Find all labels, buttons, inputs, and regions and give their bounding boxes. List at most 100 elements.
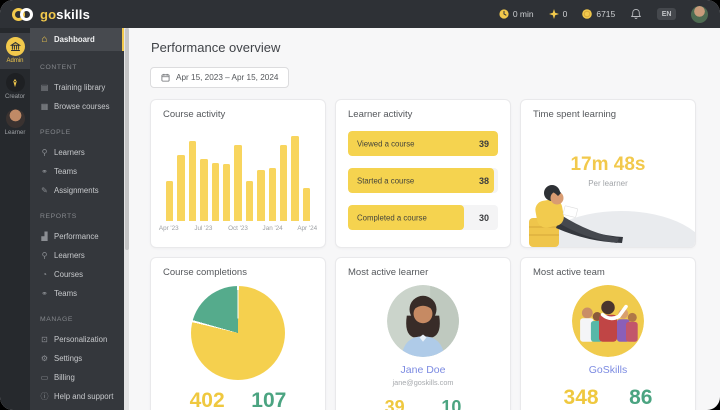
coins-stat[interactable]: 6715 xyxy=(582,9,615,19)
activity-bar xyxy=(257,170,265,221)
time-spent-caption: Per learner xyxy=(588,179,628,188)
role-rail: Admin Creator Learner xyxy=(0,28,30,410)
activity-bar xyxy=(234,144,242,221)
nav-section-header: CONTENT xyxy=(40,64,78,71)
logo-ring-white xyxy=(20,7,33,21)
x-tick-label: Oct '23 xyxy=(228,225,248,232)
course-activity-card: Course activity Apr '23 Jul '23 Oct '23 Jan… xyxy=(150,99,326,248)
activity-bar-fill xyxy=(348,168,495,193)
points-stat[interactable]: 0 xyxy=(548,9,568,19)
learner-name-link[interactable]: Jane Doe xyxy=(400,364,446,376)
date-range-label: Apr 15, 2023 – Apr 15, 2024 xyxy=(176,73,279,82)
sidebar-item-label: Settings xyxy=(54,354,83,363)
role-admin[interactable]: Admin xyxy=(0,33,30,69)
role-label: Admin xyxy=(6,58,24,64)
card-title: Most active learner xyxy=(348,267,429,278)
nav-section-header: REPORTS xyxy=(40,213,77,220)
language-selector[interactable]: EN xyxy=(657,8,676,20)
billing-icon: ▭ xyxy=(40,372,49,382)
team-yellow-value: 348 xyxy=(563,386,599,409)
course-activity-xaxis: Apr '23 Jul '23 Oct '23 Jan '24 Apr '24 xyxy=(159,225,317,235)
role-learner[interactable]: Learner xyxy=(0,105,30,141)
activity-bar xyxy=(268,167,276,221)
topbar-right: 0 min 0 6715 EN xyxy=(499,5,708,23)
completions-green-value: 107 xyxy=(251,389,287,410)
learner-email: jane@goskills.com xyxy=(392,378,454,387)
sidebar-scrollbar-thumb[interactable] xyxy=(124,28,129,250)
sidebar-item-teams[interactable]: ⚭ Teams xyxy=(30,284,124,303)
learner-activity-rows: Viewed a course 39 Started a course 38 Compl… xyxy=(348,131,498,230)
sidebar-item-dashboard[interactable]: ⌂ Dashboard xyxy=(30,28,124,51)
sidebar-item-assignments[interactable]: ✎ Assignments xyxy=(30,181,124,200)
team-name-link[interactable]: GoSkills xyxy=(588,364,628,376)
activity-bar xyxy=(200,159,208,221)
activity-bar xyxy=(211,163,219,221)
time-spent-value: 17m 48s xyxy=(570,154,646,175)
sidebar-item-label: Training library xyxy=(54,83,106,92)
sidebar-item-learners[interactable]: ⚲ Learners xyxy=(30,143,124,162)
topbar: goskills 0 min 0 6715 EN xyxy=(0,0,720,28)
bell-icon[interactable] xyxy=(630,8,642,20)
nav-section-header: MANAGE xyxy=(40,316,74,323)
most-active-learner-card: Most active learner xyxy=(335,257,511,410)
learner-green-value: 10 xyxy=(441,397,462,410)
coin-icon xyxy=(582,9,593,19)
x-tick-label: Apr '23 xyxy=(158,225,179,232)
sidebar-item-learners[interactable]: ⚲ Learners xyxy=(30,246,124,265)
sidebar-item-label: Courses xyxy=(54,270,84,279)
sidebar-item-help-and-support[interactable]: ⓘ Help and support xyxy=(30,387,124,406)
activity-bar xyxy=(222,163,231,221)
sidebar-item-label: Assignments xyxy=(54,186,99,195)
goskills-logo-icon xyxy=(12,7,33,21)
learner-yellow-value: 39 xyxy=(384,397,405,410)
role-creator[interactable]: Creator xyxy=(0,69,30,105)
building-icon xyxy=(5,37,25,56)
logo-text: goskills xyxy=(40,6,91,22)
sidebar-item-courses[interactable]: ◔ Courses xyxy=(30,265,124,284)
date-range-picker[interactable]: Apr 15, 2023 – Apr 15, 2024 xyxy=(150,67,290,88)
page-title: Performance overview xyxy=(151,40,281,55)
sidebar-item-label: Billing xyxy=(54,373,75,382)
team-illustration-avatar xyxy=(572,285,644,357)
sidebar-item-teams[interactable]: ⚭ Teams xyxy=(30,162,124,181)
activity-bar xyxy=(177,154,185,221)
sidebar-item-label: Personalization xyxy=(54,335,108,344)
chart-icon: ▟ xyxy=(41,231,48,241)
sidebar-item-browse-courses[interactable]: ▦ Browse courses xyxy=(30,97,124,116)
activity-bar-fill xyxy=(348,131,498,156)
activity-label: Viewed a course xyxy=(357,139,415,148)
star-icon xyxy=(548,9,559,19)
sidebar-item-billing[interactable]: ▭ Billing xyxy=(30,368,124,387)
sidebar-item-training-library[interactable]: ▤ Training library xyxy=(30,78,124,97)
course-activity-bars xyxy=(163,129,313,221)
time-spent-card: Time spent learning 17m 48s Per learner xyxy=(520,99,696,248)
gear-icon: ⚙ xyxy=(40,353,49,363)
team-icon: ⚭ xyxy=(41,166,48,176)
team-green-value: 86 xyxy=(629,386,653,409)
sidebar-item-label: Browse courses xyxy=(54,102,110,111)
team-stats: 348 86 xyxy=(533,386,683,410)
card-title: Learner activity xyxy=(348,109,413,120)
learner-activity-row: Started a course 38 xyxy=(348,168,498,193)
person-icon: ⚲ xyxy=(41,250,48,260)
card-title: Most active team xyxy=(533,267,605,278)
points-stat-label: 0 xyxy=(562,9,568,19)
sidebar-item-performance[interactable]: ▟ Performance xyxy=(30,227,124,246)
activity-label: Completed a course xyxy=(357,213,427,222)
completions-yellow-value: 402 xyxy=(189,389,225,410)
time-stat[interactable]: 0 min xyxy=(499,9,534,19)
sidebar-item-label: Learners xyxy=(54,251,85,260)
sidebar-scrollbar[interactable] xyxy=(124,28,129,410)
goskills-logo[interactable]: goskills xyxy=(12,7,90,22)
cards-grid: Course activity Apr '23 Jul '23 Oct '23 Jan… xyxy=(150,99,696,410)
completions-stats: 402 107 xyxy=(163,389,313,410)
sidebar-item-label: Dashboard xyxy=(54,35,95,44)
learner-avatar xyxy=(5,109,25,128)
card-title: Course activity xyxy=(163,109,226,120)
activity-label: Started a course xyxy=(357,176,415,185)
pie-icon: ◔ xyxy=(42,269,47,279)
sidebar-item-personalization[interactable]: ⊡ Personalization xyxy=(30,330,124,349)
activity-bar xyxy=(245,180,254,221)
sidebar-item-settings[interactable]: ⚙ Settings xyxy=(30,349,124,368)
user-avatar[interactable] xyxy=(691,5,708,23)
